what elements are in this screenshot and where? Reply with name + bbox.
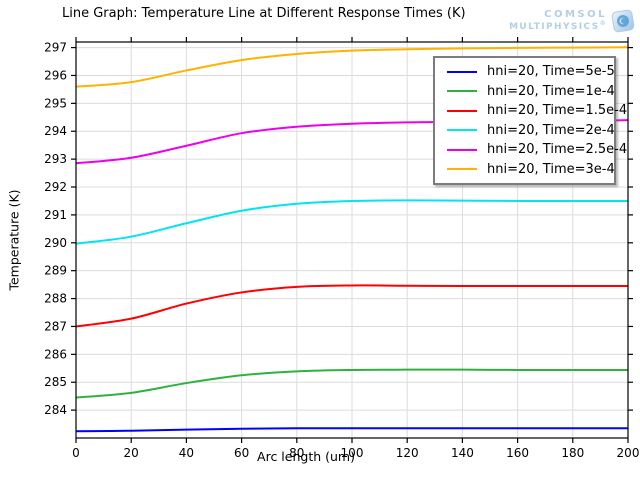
chart-title: Line Graph: Temperature Line at Differen… (62, 6, 466, 21)
legend-label: hni=20, Time=1.5e-4 (487, 103, 628, 119)
series-line-3 (75, 199, 628, 245)
comsol-logo: COMSOL MULTIPHYSICS® (509, 7, 637, 35)
y-axis-title: Temperature (K) (6, 189, 22, 291)
comsol-wordmark-line1: COMSOL (544, 9, 607, 21)
series-line-5 (75, 46, 629, 88)
x-tick-label: 20 (124, 446, 139, 460)
legend-item-0: hni=20, Time=5e-5 (435, 64, 615, 80)
y-tick-label: 284 (44, 403, 67, 417)
legend-swatch (447, 129, 477, 132)
y-tick-label: 297 (44, 41, 67, 55)
y-tick-label: 291 (44, 208, 67, 222)
y-tick-label: 286 (44, 347, 67, 361)
legend-swatch (447, 70, 477, 73)
x-tick-label: 160 (506, 446, 529, 460)
y-tick-label: 288 (44, 292, 67, 306)
legend-item-5: hni=20, Time=3e-4 (435, 161, 615, 177)
series-line-2 (75, 284, 628, 328)
legend-label: hni=20, Time=2e-4 (487, 122, 615, 138)
x-tick-label: 100 (341, 446, 364, 460)
legend-swatch (447, 148, 477, 151)
comsol-wordmark-line2: MULTIPHYSICS® (509, 19, 607, 32)
legend: hni=20, Time=5e-5 hni=20, Time=1e-4 hni=20… (433, 56, 627, 185)
legend-item-1: hni=20, Time=1e-4 (435, 83, 615, 99)
legend-item-4: hni=20, Time=2.5e-4 (435, 142, 627, 157)
legend-swatch (447, 168, 477, 171)
x-tick-label: 60 (234, 446, 249, 460)
y-tick-label: 295 (44, 96, 67, 110)
legend-item-3: hni=20, Time=2e-4 (435, 122, 615, 138)
y-tick-label: 292 (44, 180, 67, 194)
y-tick-label: 287 (44, 319, 67, 333)
series-line-1 (75, 368, 628, 399)
legend-swatch (447, 109, 477, 112)
x-tick-label: 200 (617, 446, 640, 460)
legend-label: hni=20, Time=1e-4 (487, 83, 615, 99)
y-tick-label: 289 (44, 264, 67, 278)
x-tick-label: 40 (179, 446, 194, 460)
legend-swatch (447, 90, 477, 93)
x-tick-label: 120 (396, 446, 419, 460)
x-tick-label: 0 (72, 446, 80, 460)
x-tick-label: 80 (289, 446, 304, 460)
y-tick-label: 294 (44, 124, 67, 138)
legend-label: hni=20, Time=5e-5 (487, 64, 615, 80)
y-tick-label: 285 (44, 375, 67, 389)
y-tick-label: 296 (44, 68, 67, 82)
y-tick-label: 290 (44, 236, 67, 250)
x-tick-label: 180 (561, 446, 584, 460)
series-line-0 (75, 427, 628, 433)
comsol-cube-icon (611, 9, 635, 33)
y-tick-label: 293 (44, 152, 67, 166)
x-tick-label: 140 (451, 446, 474, 460)
registered-mark: ® (599, 19, 607, 27)
legend-label: hni=20, Time=3e-4 (487, 161, 615, 177)
legend-item-2: hni=20, Time=1.5e-4 (435, 103, 627, 118)
comsol-wordmark: COMSOL MULTIPHYSICS® (509, 10, 607, 32)
x-axis-title: Arc length (um) (257, 449, 355, 464)
legend-label: hni=20, Time=2.5e-4 (487, 142, 628, 158)
